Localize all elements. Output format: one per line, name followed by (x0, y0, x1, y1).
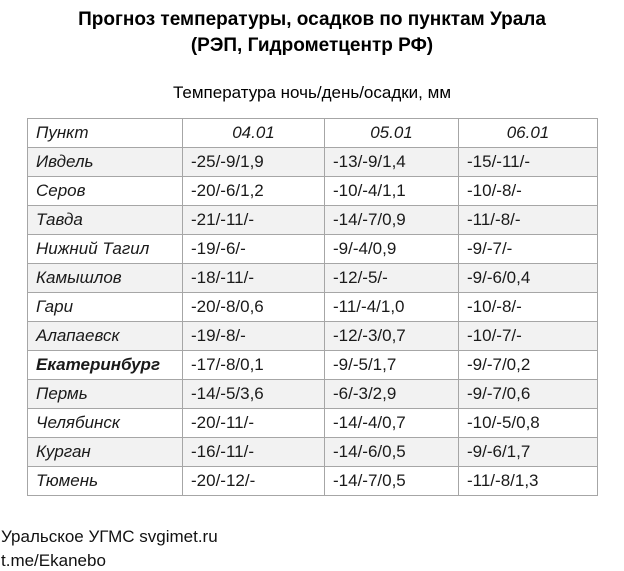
forecast-value-cell: -14/-4/0,7 (324, 408, 459, 438)
column-header-city: Пункт (27, 118, 183, 148)
forecast-value-cell: -11/-8/- (458, 205, 598, 235)
forecast-value-cell: -25/-9/1,9 (182, 147, 325, 177)
page-title: Прогноз температуры, осадков по пунктам … (0, 0, 624, 59)
forecast-value-cell: -6/-3/2,9 (324, 379, 459, 409)
forecast-value-cell: -19/-6/- (182, 234, 325, 264)
forecast-value-cell: -21/-11/- (182, 205, 325, 235)
forecast-value-cell: -14/-5/3,6 (182, 379, 325, 409)
forecast-value-cell: -18/-11/- (182, 263, 325, 293)
forecast-value-cell: -10/-4/1,1 (324, 176, 459, 206)
forecast-value-cell: -9/-5/1,7 (324, 350, 459, 380)
forecast-value-cell: -20/-11/- (182, 408, 325, 438)
city-cell: Тавда (27, 205, 183, 235)
column-header-date-3: 06.01 (458, 118, 598, 148)
city-cell: Тюмень (27, 466, 183, 496)
page-title-line2: (РЭП, Гидрометцентр РФ) (190, 35, 434, 56)
forecast-value-cell: -20/-12/- (182, 466, 325, 496)
forecast-value-cell: -10/-7/- (458, 321, 598, 351)
forecast-value-cell: -11/-8/1,3 (458, 466, 598, 496)
table-row: Алапаевск -19/-8/- -12/-3/0,7 -10/-7/- (27, 321, 598, 351)
forecast-value-cell: -10/-5/0,8 (458, 408, 598, 438)
table-row: Курган -16/-11/- -14/-6/0,5 -9/-6/1,7 (27, 437, 598, 467)
forecast-value-cell: -20/-8/0,6 (182, 292, 325, 322)
forecast-table: Пункт 04.01 05.01 06.01 Ивдель -25/-9/1,9… (27, 118, 598, 496)
forecast-value-cell: -14/-7/0,9 (324, 205, 459, 235)
table-row: Пермь -14/-5/3,6 -6/-3/2,9 -9/-7/0,6 (27, 379, 598, 409)
table-row: Гари -20/-8/0,6 -11/-4/1,0 -10/-8/- (27, 292, 598, 322)
city-cell: Курган (27, 437, 183, 467)
table-row: Тавда -21/-11/- -14/-7/0,9 -11/-8/- (27, 205, 598, 235)
forecast-table-header: Пункт 04.01 05.01 06.01 (27, 118, 598, 148)
city-cell: Серов (27, 176, 183, 206)
header-row: Пункт 04.01 05.01 06.01 (27, 118, 598, 148)
table-row: Тюмень -20/-12/- -14/-7/0,5 -11/-8/1,3 (27, 466, 598, 496)
page-title-line1: Прогноз температуры, осадков по пунктам … (78, 9, 546, 30)
footer: Уральское УГМС svgimet.ru t.me/Ekanebo (1, 525, 624, 571)
city-cell: Камышлов (27, 263, 183, 293)
city-cell: Гари (27, 292, 183, 322)
city-cell: Пермь (27, 379, 183, 409)
table-row: Екатеринбург -17/-8/0,1 -9/-5/1,7 -9/-7/0,2 (27, 350, 598, 380)
city-cell: Нижний Тагил (27, 234, 183, 264)
forecast-value-cell: -9/-7/- (458, 234, 598, 264)
forecast-value-cell: -12/-5/- (324, 263, 459, 293)
forecast-value-cell: -10/-8/- (458, 292, 598, 322)
forecast-value-cell: -9/-6/0,4 (458, 263, 598, 293)
forecast-value-cell: -9/-7/0,2 (458, 350, 598, 380)
forecast-value-cell: -9/-7/0,6 (458, 379, 598, 409)
table-row: Челябинск -20/-11/- -14/-4/0,7 -10/-5/0,8 (27, 408, 598, 438)
table-row: Камышлов -18/-11/- -12/-5/- -9/-6/0,4 (27, 263, 598, 293)
forecast-value-cell: -12/-3/0,7 (324, 321, 459, 351)
column-header-date-2: 05.01 (324, 118, 459, 148)
footer-source: Уральское УГМС svgimet.ru (1, 527, 218, 546)
forecast-value-cell: -15/-11/- (458, 147, 598, 177)
column-header-date-1: 04.01 (182, 118, 325, 148)
footer-telegram: t.me/Ekanebo (1, 551, 106, 570)
city-cell: Алапаевск (27, 321, 183, 351)
city-cell: Ивдель (27, 147, 183, 177)
table-row: Серов -20/-6/1,2 -10/-4/1,1 -10/-8/- (27, 176, 598, 206)
forecast-value-cell: -14/-7/0,5 (324, 466, 459, 496)
forecast-value-cell: -11/-4/1,0 (324, 292, 459, 322)
city-cell: Челябинск (27, 408, 183, 438)
forecast-table-body: Ивдель -25/-9/1,9 -13/-9/1,4 -15/-11/- Серов… (27, 147, 598, 496)
forecast-value-cell: -9/-4/0,9 (324, 234, 459, 264)
forecast-value-cell: -9/-6/1,7 (458, 437, 598, 467)
forecast-value-cell: -20/-6/1,2 (182, 176, 325, 206)
table-row: Нижний Тагил -19/-6/- -9/-4/0,9 -9/-7/- (27, 234, 598, 264)
forecast-value-cell: -16/-11/- (182, 437, 325, 467)
table-row: Ивдель -25/-9/1,9 -13/-9/1,4 -15/-11/- (27, 147, 598, 177)
forecast-value-cell: -10/-8/- (458, 176, 598, 206)
city-cell: Екатеринбург (27, 350, 183, 380)
forecast-value-cell: -17/-8/0,1 (182, 350, 325, 380)
forecast-value-cell: -19/-8/- (182, 321, 325, 351)
forecast-value-cell: -14/-6/0,5 (324, 437, 459, 467)
forecast-value-cell: -13/-9/1,4 (324, 147, 459, 177)
table-subtitle: Температура ночь/день/осадки, мм (172, 83, 452, 102)
